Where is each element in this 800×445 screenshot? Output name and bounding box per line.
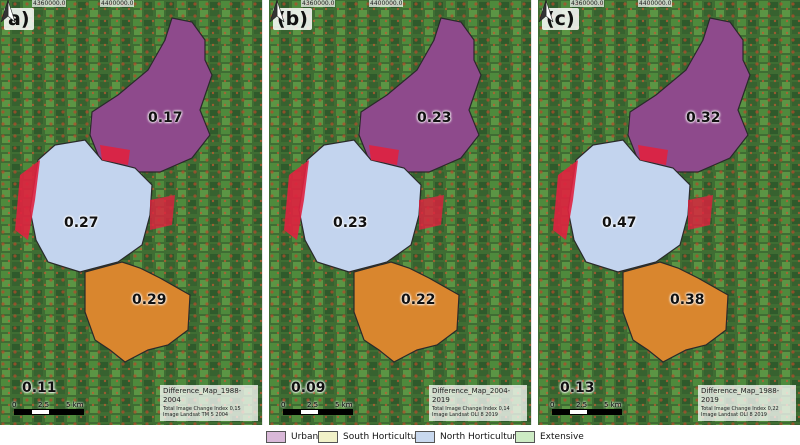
south-horticulture-zone [622, 261, 729, 363]
coord-label: 4360000.0 [570, 0, 605, 7]
coord-label: 4360000.0 [301, 0, 336, 7]
change-patch [15, 160, 40, 240]
south-horticulture-index-value: 0.22 [401, 292, 436, 308]
legend-label: Urban [291, 432, 319, 442]
scale-label-end: 5 km [66, 401, 84, 409]
map-panel-1: a) 4360000.0 4400000.0 0.17 0.27 0.29 0.… [0, 0, 263, 425]
legend-item-north-horticulture: North Horticulture [415, 431, 521, 443]
legend-swatch [515, 431, 535, 443]
legend-swatch [266, 431, 286, 443]
legend-item-south-horticulture: South Horticulture [318, 431, 425, 443]
map-image [538, 0, 800, 425]
legend-label: North Horticulture [440, 432, 522, 442]
north-arrow-icon [0, 0, 16, 22]
map-panel-2: (b) 4360000.0 4400000.0 0.23 0.23 0.22 0… [269, 0, 532, 425]
scale-label-0: 0 [281, 401, 286, 409]
legend-item-urban: Urban [266, 431, 318, 443]
coord-label: 4400000.0 [369, 0, 404, 7]
scale-bar: 0 2.5 5 km [277, 395, 357, 417]
scale-bar-graphic [552, 409, 622, 415]
extensive-index-value: 0.13 [560, 380, 595, 396]
scale-label-mid: 2.5 [307, 401, 319, 409]
change-patch [688, 195, 713, 230]
legend: Urban South Horticulture North Horticult… [0, 430, 800, 445]
urban-index-value: 0.23 [417, 110, 452, 126]
map-info-box: Difference_Map_1988-2004 Total Image Cha… [160, 384, 258, 421]
info-image: Image Landsat OLI 8 2019 [701, 412, 767, 419]
map-info-box: Difference_Map_2004-2019 Total Image Cha… [429, 384, 527, 421]
change-patch [553, 160, 578, 240]
panel-letter: (b) [273, 8, 312, 30]
urban-index-value: 0.17 [148, 110, 183, 126]
coord-label: 4360000.0 [32, 0, 67, 7]
scale-label-end: 5 km [604, 401, 622, 409]
urban-zone [627, 17, 751, 173]
change-patch [284, 160, 309, 240]
urban-index-value: 0.32 [686, 110, 721, 126]
info-title: Difference_Map_1988-2019 [701, 386, 780, 405]
scale-bar: 0 2.5 5 km [546, 395, 626, 417]
north-arrow-icon [269, 0, 285, 22]
change-patch [369, 145, 399, 165]
legend-item-extensive: Extensive [515, 431, 584, 443]
scale-bar: 0 2.5 5 km [8, 395, 88, 417]
south-horticulture-index-value: 0.38 [670, 292, 705, 308]
south-horticulture-index-value: 0.29 [132, 292, 167, 308]
scale-label-0: 0 [550, 401, 555, 409]
north-horticulture-zone [298, 139, 422, 273]
legend-label: Extensive [540, 432, 584, 442]
coord-label: 4400000.0 [100, 0, 135, 7]
info-index: Total Image Change Index 0,14 [432, 405, 510, 412]
panel-letter: (c) [542, 8, 579, 30]
north-horticulture-zone [567, 139, 691, 273]
change-patch [419, 195, 444, 230]
extensive-index-value: 0.09 [291, 380, 326, 396]
map-panel-3: (c) 4360000.0 4400000.0 0.32 0.47 0.38 0… [538, 0, 800, 425]
legend-swatch [318, 431, 338, 443]
urban-zone [89, 17, 213, 173]
scale-label-mid: 2.5 [38, 401, 50, 409]
info-index: Total Image Change Index 0,22 [701, 405, 779, 412]
info-index: Total Image Change Index 0,15 [163, 405, 241, 412]
scale-label-end: 5 km [335, 401, 353, 409]
coord-label: 4400000.0 [638, 0, 673, 7]
map-info-box: Difference_Map_1988-2019 Total Image Cha… [698, 384, 796, 421]
info-image: Image Landsat OLI 8 2019 [432, 412, 498, 419]
info-title: Difference_Map_2004-2019 [432, 386, 511, 405]
legend-label: South Horticulture [343, 432, 426, 442]
info-title: Difference_Map_1988-2004 [163, 386, 242, 405]
scale-bar-graphic [283, 409, 353, 415]
scale-bar-graphic [14, 409, 84, 415]
north-horticulture-index-value: 0.27 [64, 215, 99, 231]
info-image: Image Landsat TM 5 2004 [163, 412, 229, 419]
south-horticulture-zone [84, 261, 191, 363]
south-horticulture-zone [353, 261, 460, 363]
extensive-index-value: 0.11 [22, 380, 57, 396]
north-horticulture-index-value: 0.47 [602, 215, 637, 231]
urban-zone [358, 17, 482, 173]
north-horticulture-zone [29, 139, 153, 273]
scale-label-mid: 2.5 [576, 401, 588, 409]
map-image [269, 0, 531, 425]
change-patch [638, 145, 668, 165]
change-patch [100, 145, 130, 165]
scale-label-0: 0 [12, 401, 17, 409]
north-arrow-icon [538, 0, 554, 22]
north-horticulture-index-value: 0.23 [333, 215, 368, 231]
change-patch [150, 195, 175, 230]
map-image [0, 0, 262, 425]
legend-swatch [415, 431, 435, 443]
